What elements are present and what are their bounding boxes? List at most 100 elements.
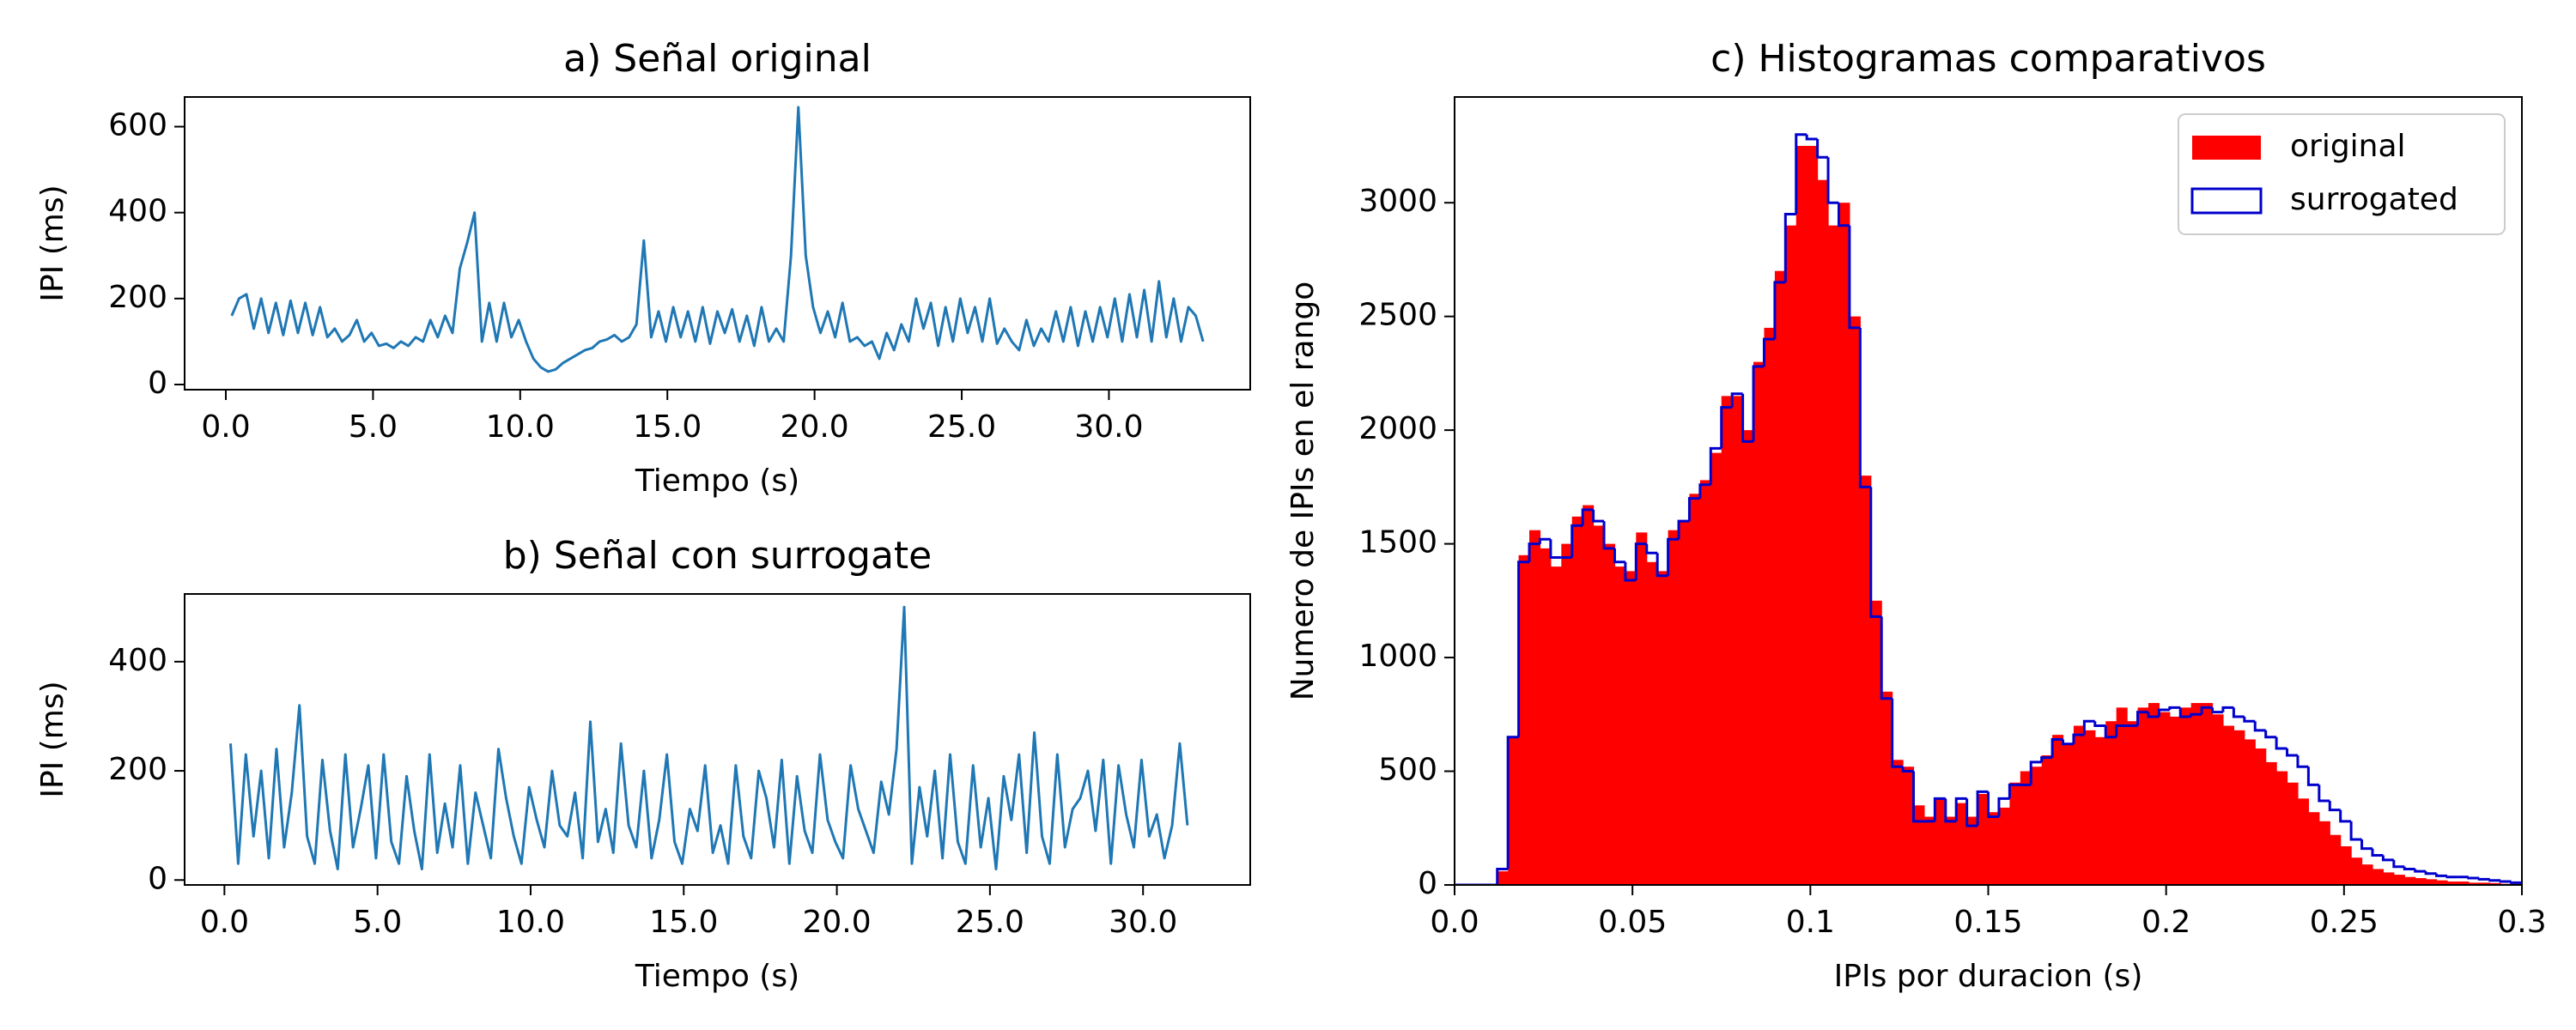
histogram-bar (2031, 766, 2043, 885)
histogram-bar (1860, 476, 1872, 885)
histogram-step (1667, 537, 1680, 576)
histogram-step (1581, 508, 1594, 526)
histogram-step (1858, 327, 1871, 488)
x-tick-label: 0.0 (200, 905, 249, 940)
histogram-step (1987, 791, 1999, 819)
x-axis-label: Tiempo (s) (635, 464, 799, 499)
histogram-bar (2426, 879, 2438, 885)
histogram-step (2115, 724, 2128, 737)
histogram-step (1720, 406, 1733, 449)
x-tick-label: 20.0 (802, 905, 871, 940)
histogram-bar (1795, 145, 1807, 885)
histogram-step (2157, 708, 2170, 717)
histogram-step (1880, 616, 1893, 700)
x-tick-label: 5.0 (349, 409, 398, 445)
histogram-step (2403, 866, 2415, 870)
legend-swatch (2190, 187, 2263, 215)
histogram-step (1773, 281, 1786, 340)
histogram-bar (2137, 707, 2149, 885)
histogram-step (2392, 859, 2405, 869)
x-tick-label: 25.0 (927, 409, 996, 445)
histogram-bar (2094, 736, 2106, 885)
histogram-step (1783, 212, 1796, 282)
histogram-bar (2436, 880, 2448, 885)
histogram-step (2040, 756, 2053, 762)
histogram-bar (2276, 771, 2288, 885)
x-tick-label: 10.0 (496, 905, 565, 940)
histogram-bar (2479, 882, 2491, 885)
histogram-bar (2255, 748, 2267, 885)
histogram-bar (1838, 203, 1850, 885)
histogram-step (2318, 785, 2330, 803)
histogram-bar (1913, 805, 1925, 885)
y-tick-label: 500 (1378, 753, 1437, 788)
histogram-bar (1561, 543, 1573, 885)
histogram-step (1677, 519, 1690, 540)
x-tick-label: 5.0 (353, 905, 402, 940)
histogram-bar (2383, 872, 2395, 885)
histogram-step (2050, 737, 2063, 758)
histogram-step (2381, 855, 2394, 862)
y-tick-label: 0 (148, 366, 167, 401)
histogram-bar (1625, 571, 1637, 885)
histogram-bar (1529, 530, 1541, 885)
histogram-step (2264, 730, 2277, 739)
histogram-step (1698, 483, 1711, 499)
histogram-step (1687, 497, 1700, 522)
histogram-bar (1710, 452, 1722, 885)
histogram-step (1954, 797, 1967, 821)
histogram-step (1826, 157, 1839, 204)
histogram-step (1549, 539, 1562, 559)
histogram-step (2306, 766, 2319, 786)
histogram-bar (1721, 396, 1733, 885)
histogram-bar (2489, 882, 2501, 885)
histogram-step (2328, 800, 2341, 812)
histogram-bar (1828, 225, 1840, 885)
histogram-step (2062, 739, 2074, 746)
histogram-bar (2105, 721, 2117, 885)
histogram-step (2339, 809, 2352, 823)
histogram-bar (1903, 766, 1915, 885)
histogram-bar (2458, 882, 2470, 885)
x-tick-label: 10.0 (486, 409, 555, 445)
histogram-bar (1988, 812, 2000, 885)
histogram-bar (2159, 712, 2171, 885)
histogram-bar (2009, 782, 2021, 885)
histogram-bar (1614, 566, 1626, 885)
histogram-bar (1978, 794, 1990, 885)
histogram-bar (2116, 707, 2128, 885)
histogram-step (1944, 798, 1957, 823)
x-tick-label: 15.0 (633, 409, 702, 445)
y-tick-label: 400 (108, 643, 167, 678)
axes-frame (184, 96, 1251, 391)
histogram-bar (1966, 816, 1978, 885)
histogram-bar (2169, 716, 2181, 885)
histogram-step (1517, 560, 1530, 737)
histogram-step (1965, 798, 1978, 827)
histogram-step (1613, 548, 1625, 564)
legend-label: surrogated (2290, 182, 2458, 217)
histogram-bar (2190, 703, 2202, 885)
histogram-step (2477, 877, 2490, 881)
histogram-bar (1699, 480, 1711, 885)
subplot: 0.0 5.0 10.0 15.0 20.0 25.0 30.0 0 200 400 600 a) S… (35, 37, 1251, 499)
histogram-bar (1593, 525, 1605, 885)
histogram-step (1795, 133, 1807, 215)
histogram-step (1901, 766, 1914, 773)
histogram-step (2093, 721, 2106, 728)
histogram-step (1496, 867, 1509, 885)
histogram-step (1730, 392, 1743, 408)
histogram-step (1848, 225, 1861, 330)
y-tick-label: 2500 (1358, 298, 1437, 333)
y-tick-label: 1000 (1358, 639, 1437, 674)
histogram-step (1762, 337, 1775, 367)
histogram-step (1816, 139, 1829, 159)
histogram-step (2072, 733, 2085, 744)
histogram-bar (1945, 816, 1957, 885)
subplot-title: b) Señal con surrogate (503, 534, 933, 578)
subplot-title: c) Histogramas comparativos (1710, 37, 2266, 81)
line-series (230, 106, 1205, 373)
histogram-bar (2297, 798, 2309, 885)
histogram-step (1538, 537, 1551, 544)
x-axis-label: Tiempo (s) (635, 959, 799, 994)
